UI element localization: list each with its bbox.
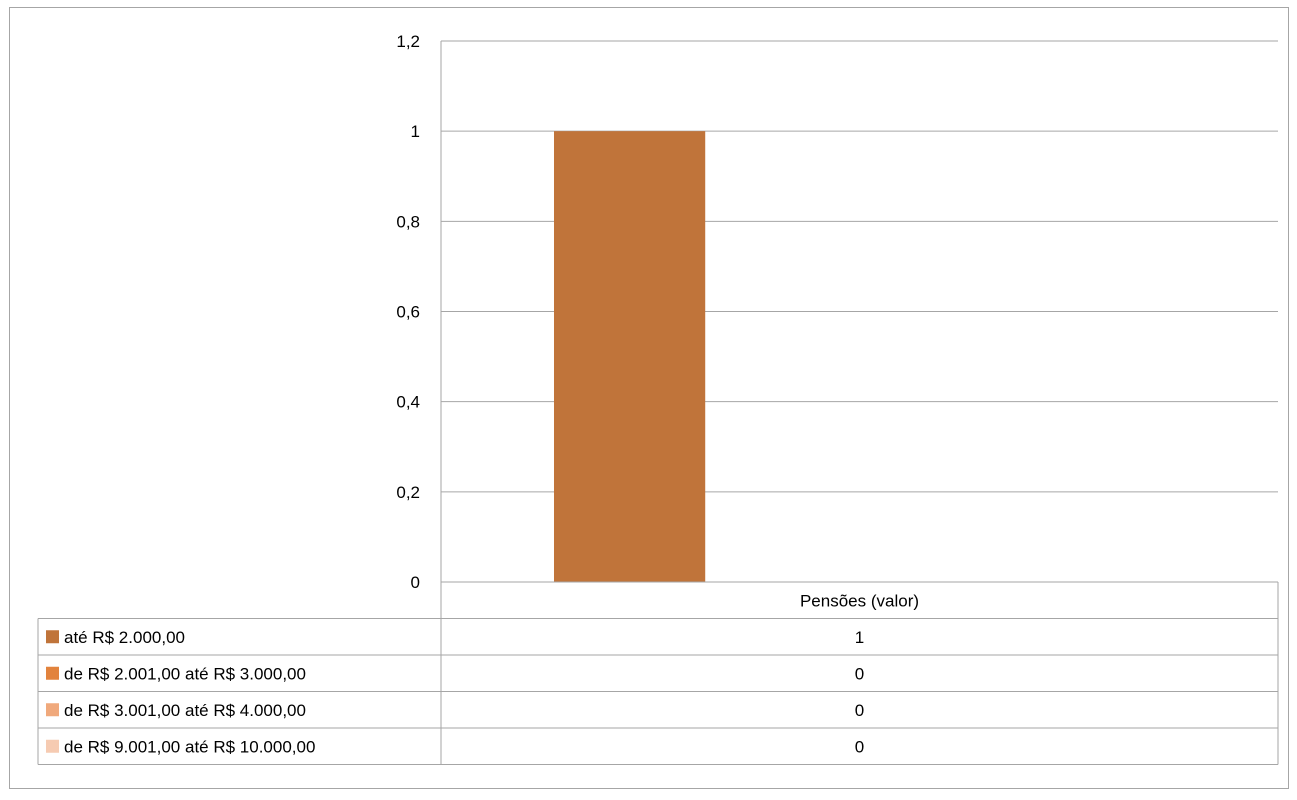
- legend-swatch: [46, 703, 59, 717]
- legend-label: até R$ 2.000,00: [64, 628, 185, 647]
- y-tick-label: 1,2: [396, 32, 420, 51]
- y-tick-label: 0,8: [396, 212, 420, 231]
- y-tick-label: 0,6: [396, 303, 420, 322]
- legend-swatch: [46, 630, 59, 644]
- y-tick-label: 0: [411, 573, 420, 592]
- y-tick-label: 1: [411, 122, 420, 141]
- legend-label: de R$ 9.001,00 até R$ 10.000,00: [64, 737, 315, 756]
- legend-label: de R$ 3.001,00 até R$ 4.000,00: [64, 701, 306, 720]
- legend-swatch: [46, 739, 59, 753]
- y-tick-label: 0,4: [396, 393, 420, 412]
- chart-svg: 0 0,2 0,4 0,6 0,8 1 1,2 Pensões (valor) até R$ …: [37, 32, 1279, 765]
- y-tick-label: 0,2: [396, 483, 420, 502]
- chart-frame: 0 0,2 0,4 0,6 0,8 1 1,2 Pensões (valor) até R$ …: [9, 7, 1289, 789]
- data-table: Pensões (valor) até R$ 2.000,00 1 de R$ 2.0…: [37, 581, 1279, 765]
- data-label: 1: [855, 628, 864, 647]
- x-category-label: Pensões (valor): [800, 591, 919, 610]
- data-label: 0: [855, 701, 864, 720]
- bars: [553, 131, 706, 582]
- bar-1: [553, 131, 706, 582]
- legend-swatch: [46, 666, 59, 680]
- legend-label: de R$ 2.001,00 até R$ 3.000,00: [64, 664, 306, 683]
- data-label: 0: [855, 664, 864, 683]
- y-axis-ticks: 0 0,2 0,4 0,6 0,8 1 1,2: [396, 32, 420, 592]
- data-label: 0: [855, 737, 864, 756]
